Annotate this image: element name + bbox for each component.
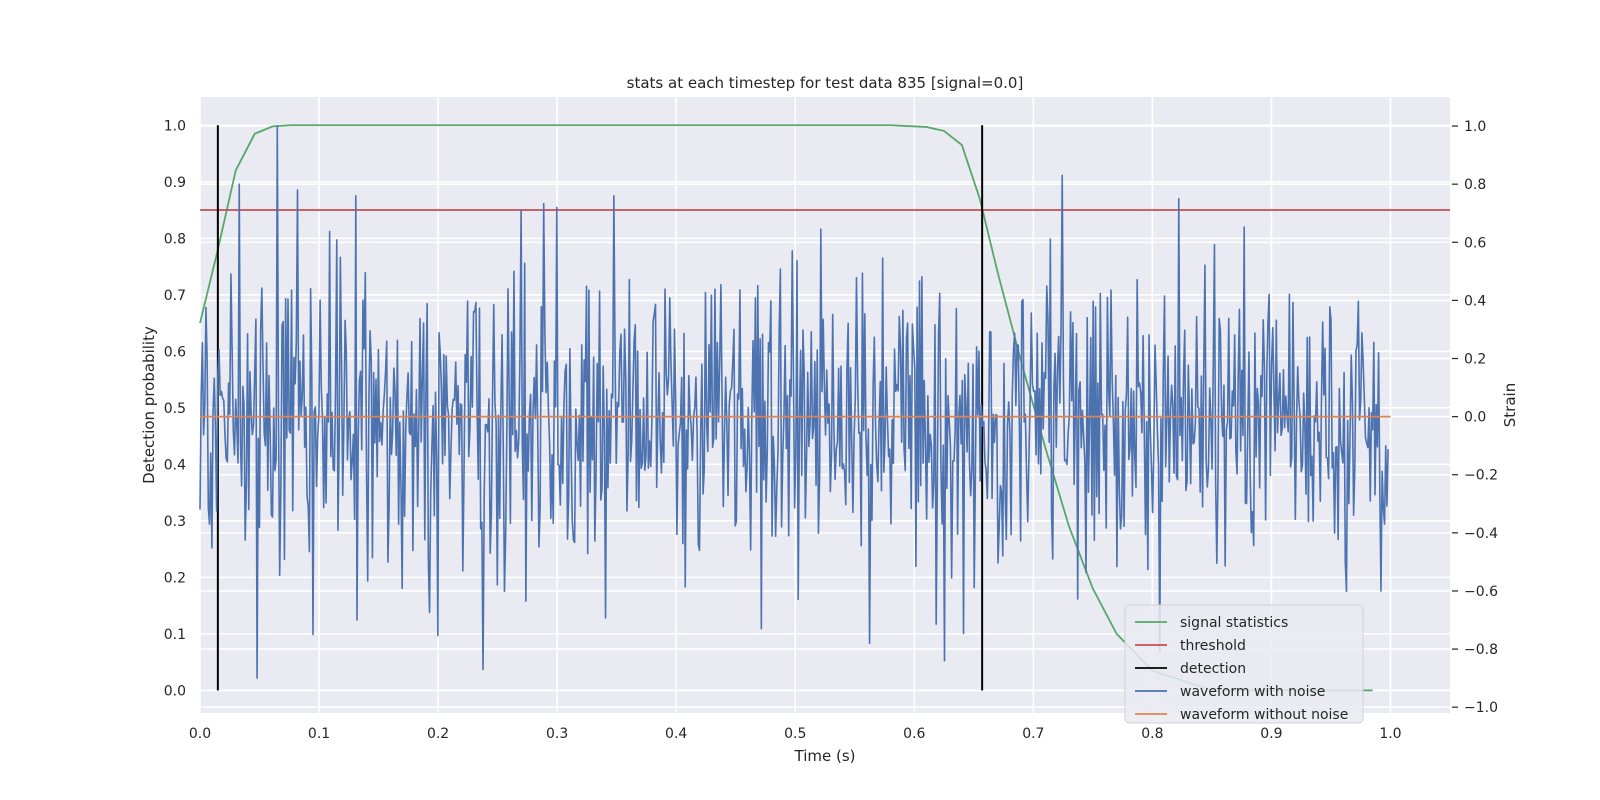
legend-label: detection [1180, 661, 1246, 677]
y-tick-label: 0.7 [164, 288, 186, 304]
x-tick-label: 0.6 [903, 726, 925, 742]
x-tick-label: 0.1 [308, 726, 330, 742]
y-right-tick-label: 0.4 [1464, 293, 1486, 309]
y-tick-label: 0.6 [164, 344, 186, 360]
y-tick-label: 0.4 [164, 457, 186, 473]
legend: signal statistics threshold detection wavef… [1124, 604, 1364, 724]
y-tick-label: 1.0 [164, 118, 186, 134]
y-right-tick-label: 0.2 [1464, 352, 1486, 368]
x-tick-label: 0.7 [1022, 726, 1044, 742]
y-tick-label: 0.5 [164, 401, 186, 417]
y-right-tick-label: 0.0 [1464, 410, 1486, 426]
left-axis: 0.0 0.1 0.2 0.3 0.4 0.5 0.6 0.7 0.8 0.9 1.0 [164, 118, 186, 699]
y-axis-label-right: Strain [1501, 383, 1519, 427]
x-tick-label: 0.4 [665, 726, 687, 742]
x-tick-label: 0.5 [784, 726, 806, 742]
right-axis: −1.0 −0.8 −0.6 −0.4 −0.2 0.0 0.2 0.4 0.6 0.8 1.0 [1452, 119, 1498, 716]
x-tick-label: 0.3 [546, 726, 568, 742]
y-right-tick-label: −0.4 [1464, 526, 1498, 542]
y-tick-label: 0.8 [164, 231, 186, 247]
legend-box [1124, 604, 1364, 724]
x-tick-label: 0.9 [1260, 726, 1282, 742]
y-axis-label-left: Detection probability [140, 326, 158, 484]
y-tick-label: 0.9 [164, 175, 186, 191]
y-right-tick-label: −1.0 [1464, 700, 1498, 716]
x-axis-label: Time (s) [794, 747, 856, 765]
legend-label: waveform without noise [1180, 707, 1348, 723]
y-right-tick-label: 0.8 [1464, 177, 1486, 193]
y-tick-label: 0.2 [164, 570, 186, 586]
legend-label: signal statistics [1180, 615, 1288, 631]
y-right-tick-label: −0.2 [1464, 468, 1498, 484]
y-tick-label: 0.3 [164, 514, 186, 530]
x-axis: 0.0 0.1 0.2 0.3 0.4 0.5 0.6 0.7 0.8 0.9 1.0 [189, 726, 1402, 742]
legend-label: waveform with noise [1180, 684, 1325, 700]
x-tick-label: 0.8 [1141, 726, 1163, 742]
chart-title: stats at each timestep for test data 835… [627, 74, 1024, 92]
waveform-with-noise-line [199, 125, 1389, 679]
x-tick-label: 0.0 [189, 726, 211, 742]
x-tick-label: 1.0 [1379, 726, 1401, 742]
y-right-tick-label: 1.0 [1464, 119, 1486, 135]
y-right-tick-label: 0.6 [1464, 235, 1486, 251]
legend-label: threshold [1180, 638, 1246, 654]
x-tick-label: 0.2 [427, 726, 449, 742]
y-tick-label: 0.1 [164, 627, 186, 643]
y-right-tick-label: −0.8 [1464, 642, 1498, 658]
y-right-tick-label: −0.6 [1464, 584, 1498, 600]
y-tick-label: 0.0 [164, 683, 186, 699]
